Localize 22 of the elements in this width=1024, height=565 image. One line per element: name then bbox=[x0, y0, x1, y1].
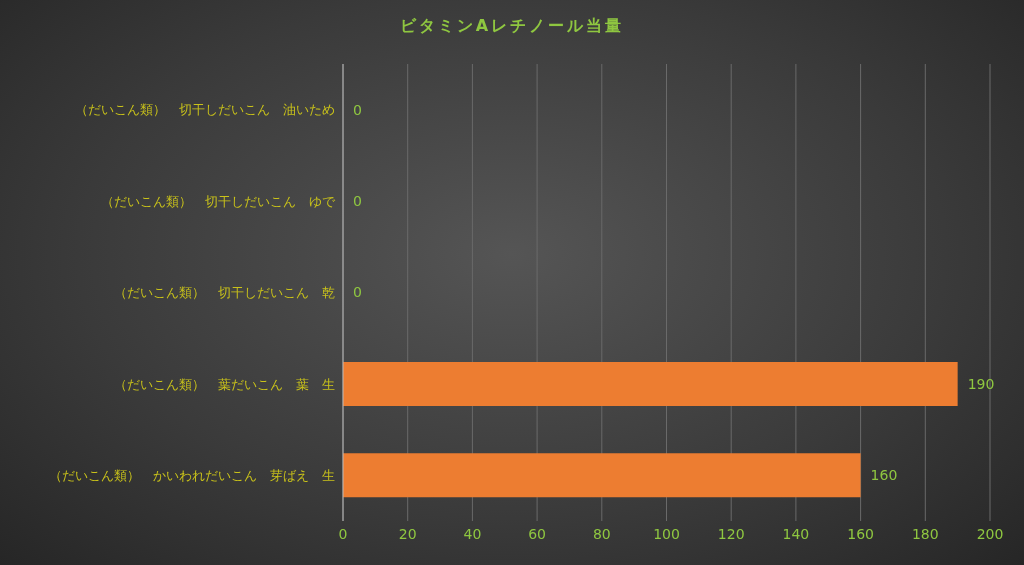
data-label: 0 bbox=[353, 101, 362, 118]
x-tick-label: 100 bbox=[653, 525, 680, 542]
x-tick-label: 140 bbox=[782, 525, 810, 542]
data-label: 0 bbox=[353, 193, 362, 209]
y-tick-label: （だいこん類） 切干しだいこん ゆで bbox=[101, 193, 336, 209]
y-tick-label: （だいこん類） 葉だいこん 葉 生 bbox=[114, 376, 335, 392]
chart-title: ビタミンAレチノール当量 bbox=[398, 16, 626, 37]
data-label: 0 bbox=[353, 284, 362, 301]
x-tick-label: 200 bbox=[976, 525, 1004, 542]
y-tick-label: （だいこん類） かいわれだいこん 芽ばえ 生 bbox=[49, 467, 335, 483]
x-tick-label: 60 bbox=[528, 525, 547, 542]
x-tick-label: 40 bbox=[463, 525, 482, 542]
data-label: 190 bbox=[967, 375, 995, 392]
x-tick-label: 80 bbox=[592, 525, 611, 542]
x-tick-label: 180 bbox=[911, 525, 939, 542]
x-tick-label: 20 bbox=[398, 525, 417, 542]
x-tick-label: 160 bbox=[847, 525, 874, 542]
y-tick-label: （だいこん類） 切干しだいこん 油いため bbox=[75, 102, 335, 118]
data-label: 160 bbox=[870, 467, 898, 484]
x-tick-label: 120 bbox=[717, 525, 745, 542]
y-tick-label: （だいこん類） 切干しだいこん 乾 bbox=[114, 285, 335, 301]
x-tick-label: 0 bbox=[338, 525, 348, 542]
